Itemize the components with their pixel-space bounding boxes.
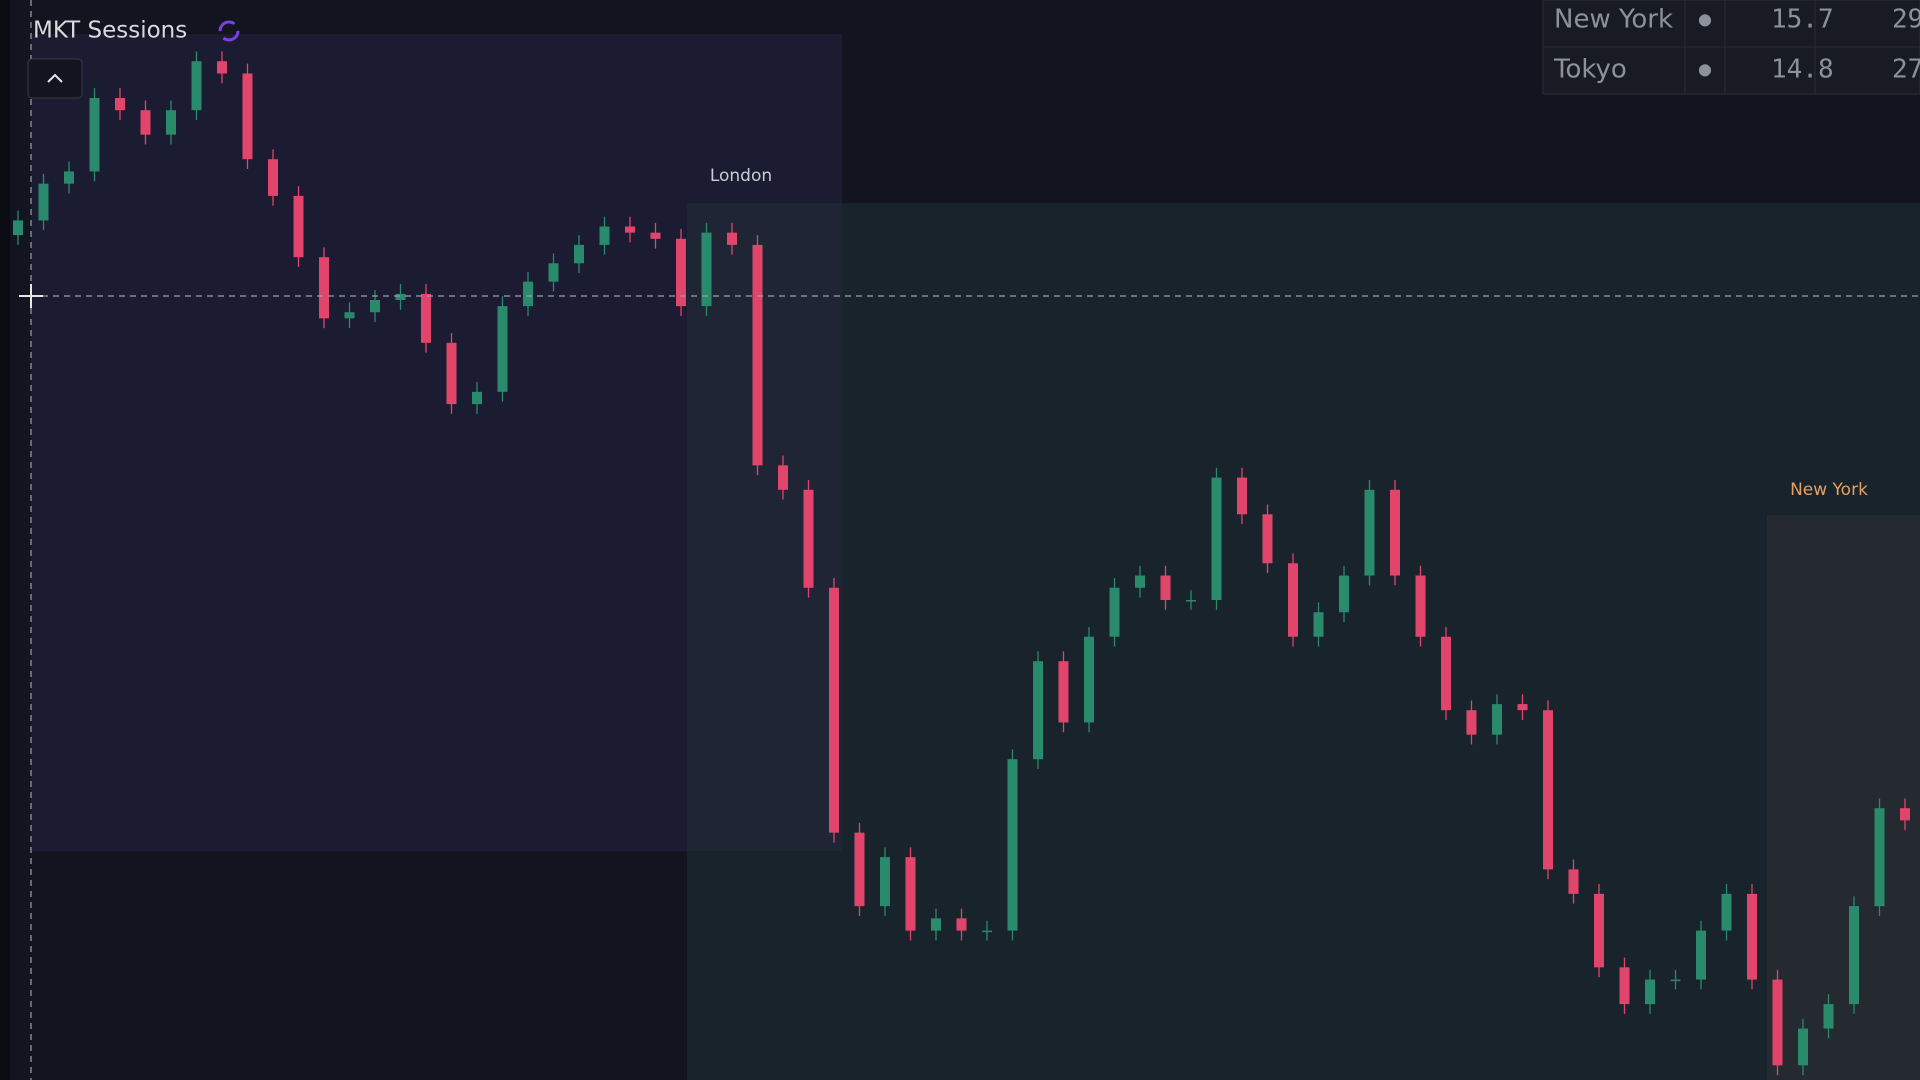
candle-body [1364,489,1375,576]
candle-body [625,226,635,233]
candle-body [1772,979,1783,1066]
candle-body [115,97,125,111]
candle-body [803,489,814,588]
candle-body [242,73,253,160]
candle-body [1313,612,1324,637]
candle-body [319,257,329,319]
candle-body [344,312,355,319]
candle-body [676,238,686,307]
candle-body [1186,600,1196,602]
candle-body [38,183,49,221]
candle-body [166,110,176,135]
left-strip [0,0,10,1080]
candle-body [1237,477,1247,515]
candle-body [548,263,559,282]
candle-body [370,300,380,313]
candle-body [140,110,151,135]
table-cell: ● [1698,10,1712,29]
table-cell: ● [1698,60,1712,79]
session-label: London [710,166,772,186]
candle-body [1747,893,1757,980]
candle-body [1874,808,1885,907]
london-session-box [687,203,1920,1080]
table-cell: 29. [1892,5,1920,35]
candle-body [13,220,23,236]
table-cell: 14.8 [1771,55,1834,85]
candle-body [599,226,610,245]
candle-body [89,97,100,172]
candle-body [1135,575,1145,588]
candle-body [1084,636,1094,723]
candle-body [1823,1004,1834,1029]
table-cell: 27. [1892,55,1920,85]
candle-body [1543,710,1553,870]
candle-body [752,244,763,466]
indicator-title: MKT Sessions [33,18,187,44]
candle-body [1645,979,1655,1005]
collapse-button[interactable] [27,58,83,99]
candle-body [293,195,304,258]
table-text: New York ● 15.7 29. Tokyo ● 14.8 27. [1553,5,1920,85]
candle-body [395,293,406,300]
candle-body [1517,704,1528,711]
candle-body [497,306,508,392]
candle-body [727,232,737,245]
candle-body [650,232,661,239]
candle-body [1058,661,1069,723]
candle-body [880,857,890,907]
candle-body [1415,575,1426,637]
table-cell: 15.7 [1771,5,1834,35]
candle-body [1849,906,1859,1005]
crosshair-cursor [19,284,43,308]
candle-body [1262,514,1273,564]
candle-body [217,61,227,74]
candle-body [64,171,74,184]
candle-body [701,232,712,307]
candle-body [1670,979,1681,982]
candle-body [1798,1028,1808,1066]
refresh-icon[interactable] [218,20,240,42]
candle-body [191,61,202,111]
candle-body [1211,477,1222,600]
candle-body [854,832,865,907]
candle-body [1339,575,1349,613]
candle-body [931,918,941,931]
table-cell: New York [1554,5,1673,35]
candle-body [1033,661,1043,760]
candle-body [523,281,533,307]
collapse-icon [47,73,63,83]
candle-body [982,930,992,933]
candle-body [268,159,278,196]
session-overlap [687,203,842,851]
candle-body [1568,869,1579,894]
candle-body [421,293,431,343]
candle-body [1466,710,1477,735]
candle-body [1007,759,1018,931]
candle-body [1721,893,1732,931]
table-cell: Tokyo [1553,55,1627,85]
candle-body [1109,587,1120,637]
stats-table [1542,0,1920,95]
candle-body [956,918,967,931]
candle-body [1160,575,1171,600]
candle-body [446,342,457,405]
candle-body [1288,563,1298,637]
session-label: New York [1790,480,1868,500]
candle-body [1900,808,1910,821]
candle-body [1492,704,1502,735]
newyork-session-box [1767,515,1920,1080]
candles [13,51,1910,1076]
candle-body [1594,893,1604,968]
candle-body [905,857,916,931]
candle-body [1619,967,1630,1005]
candle-body [472,391,482,405]
candle-body [574,244,584,264]
candle-body [1441,636,1451,711]
candle-body [778,465,788,490]
candle-body [1390,489,1400,576]
candle-body [829,587,839,833]
candle-body [1696,930,1706,980]
